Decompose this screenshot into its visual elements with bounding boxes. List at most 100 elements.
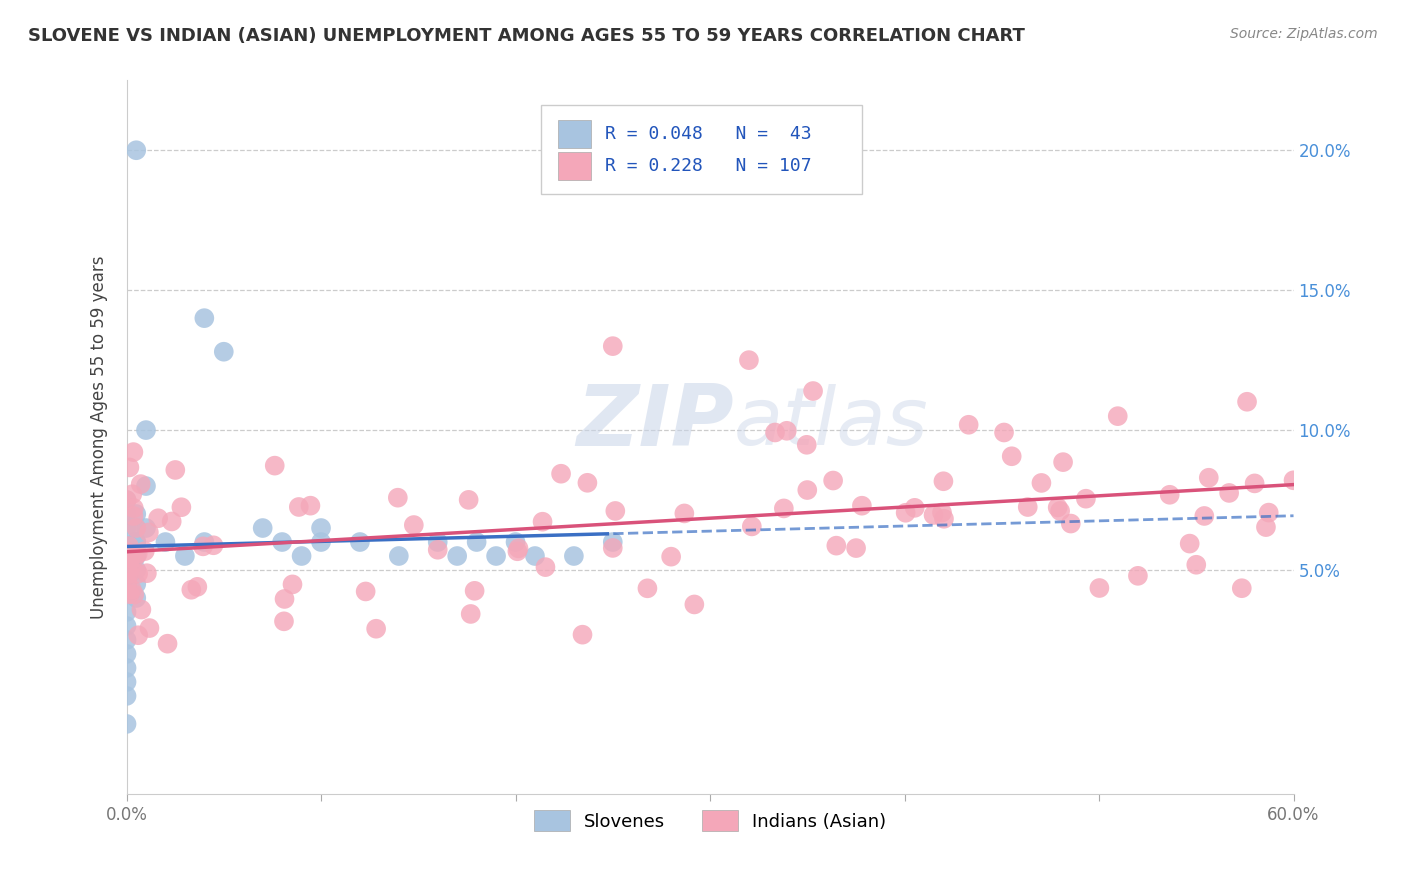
Indians (Asian) <box>273 615 295 629</box>
Indians (Asian) <box>904 500 927 515</box>
Slovenes <box>125 591 148 605</box>
Indians (Asian) <box>773 501 796 516</box>
Indians (Asian) <box>1282 473 1305 487</box>
Slovenes <box>135 423 157 437</box>
Indians (Asian) <box>1126 569 1149 583</box>
Indians (Asian) <box>148 511 170 525</box>
Indians (Asian) <box>122 445 145 459</box>
Text: ZIP: ZIP <box>575 381 734 465</box>
Indians (Asian) <box>127 566 149 581</box>
Indians (Asian) <box>124 551 146 566</box>
Slovenes <box>115 689 138 703</box>
Indians (Asian) <box>1074 491 1097 506</box>
Slovenes <box>290 549 312 563</box>
Slovenes <box>115 717 138 731</box>
Slovenes <box>115 675 138 690</box>
Slovenes <box>115 619 138 633</box>
FancyBboxPatch shape <box>558 120 591 148</box>
Y-axis label: Unemployment Among Ages 55 to 59 years: Unemployment Among Ages 55 to 59 years <box>90 255 108 619</box>
Indians (Asian) <box>165 463 187 477</box>
Slovenes <box>135 479 157 493</box>
Slovenes <box>523 549 546 563</box>
Indians (Asian) <box>571 628 593 642</box>
Slovenes <box>212 344 235 359</box>
Indians (Asian) <box>387 491 409 505</box>
Indians (Asian) <box>1185 558 1208 572</box>
Indians (Asian) <box>121 487 143 501</box>
Indians (Asian) <box>122 501 145 516</box>
Indians (Asian) <box>763 425 786 440</box>
Indians (Asian) <box>602 339 624 353</box>
Indians (Asian) <box>508 541 530 556</box>
Slovenes <box>125 521 148 535</box>
Indians (Asian) <box>134 544 156 558</box>
Slovenes <box>602 535 624 549</box>
Indians (Asian) <box>1218 486 1240 500</box>
Slovenes <box>309 521 332 535</box>
Indians (Asian) <box>957 417 980 432</box>
Indians (Asian) <box>180 582 202 597</box>
Indians (Asian) <box>273 591 295 606</box>
Indians (Asian) <box>263 458 285 473</box>
Slovenes <box>125 507 148 521</box>
Slovenes <box>562 549 585 563</box>
Indians (Asian) <box>125 521 148 535</box>
Indians (Asian) <box>1243 476 1265 491</box>
Indians (Asian) <box>602 541 624 555</box>
Indians (Asian) <box>1088 581 1111 595</box>
Indians (Asian) <box>683 598 706 612</box>
Slovenes <box>465 535 488 549</box>
Indians (Asian) <box>460 607 482 621</box>
Indians (Asian) <box>160 515 183 529</box>
Indians (Asian) <box>1031 475 1053 490</box>
Slovenes <box>271 535 294 549</box>
Indians (Asian) <box>156 637 179 651</box>
Slovenes <box>115 661 138 675</box>
Indians (Asian) <box>1107 409 1129 424</box>
Slovenes <box>193 311 215 326</box>
Indians (Asian) <box>796 483 818 497</box>
Indians (Asian) <box>366 622 388 636</box>
Indians (Asian) <box>738 353 761 368</box>
Indians (Asian) <box>1017 500 1039 514</box>
Indians (Asian) <box>931 506 953 520</box>
Indians (Asian) <box>138 621 160 635</box>
Slovenes <box>388 549 411 563</box>
FancyBboxPatch shape <box>558 152 591 180</box>
Indians (Asian) <box>170 500 193 515</box>
Indians (Asian) <box>1001 450 1024 464</box>
Indians (Asian) <box>426 542 449 557</box>
Slovenes <box>309 535 332 549</box>
Slovenes <box>125 549 148 563</box>
Indians (Asian) <box>1194 508 1216 523</box>
Indians (Asian) <box>894 506 917 520</box>
Indians (Asian) <box>823 474 845 488</box>
Indians (Asian) <box>531 515 554 529</box>
Indians (Asian) <box>121 547 143 561</box>
Indians (Asian) <box>457 492 479 507</box>
FancyBboxPatch shape <box>541 105 862 194</box>
Indians (Asian) <box>120 551 142 566</box>
Indians (Asian) <box>922 508 945 522</box>
Indians (Asian) <box>202 538 225 552</box>
Indians (Asian) <box>127 628 149 642</box>
Slovenes <box>193 535 215 549</box>
Slovenes <box>125 563 148 577</box>
Indians (Asian) <box>1159 488 1181 502</box>
Indians (Asian) <box>741 519 763 533</box>
Text: R = 0.228   N = 107: R = 0.228 N = 107 <box>605 157 811 175</box>
Indians (Asian) <box>464 583 486 598</box>
Slovenes <box>115 605 138 619</box>
Indians (Asian) <box>299 499 322 513</box>
Legend: Slovenes, Indians (Asian): Slovenes, Indians (Asian) <box>527 803 893 838</box>
Slovenes <box>115 521 138 535</box>
Indians (Asian) <box>605 504 627 518</box>
Indians (Asian) <box>1236 394 1258 409</box>
Indians (Asian) <box>129 477 152 491</box>
Indians (Asian) <box>932 512 955 526</box>
Indians (Asian) <box>115 493 138 508</box>
Slovenes <box>155 535 177 549</box>
Slovenes <box>115 647 138 661</box>
Indians (Asian) <box>993 425 1015 440</box>
Indians (Asian) <box>1254 520 1277 534</box>
